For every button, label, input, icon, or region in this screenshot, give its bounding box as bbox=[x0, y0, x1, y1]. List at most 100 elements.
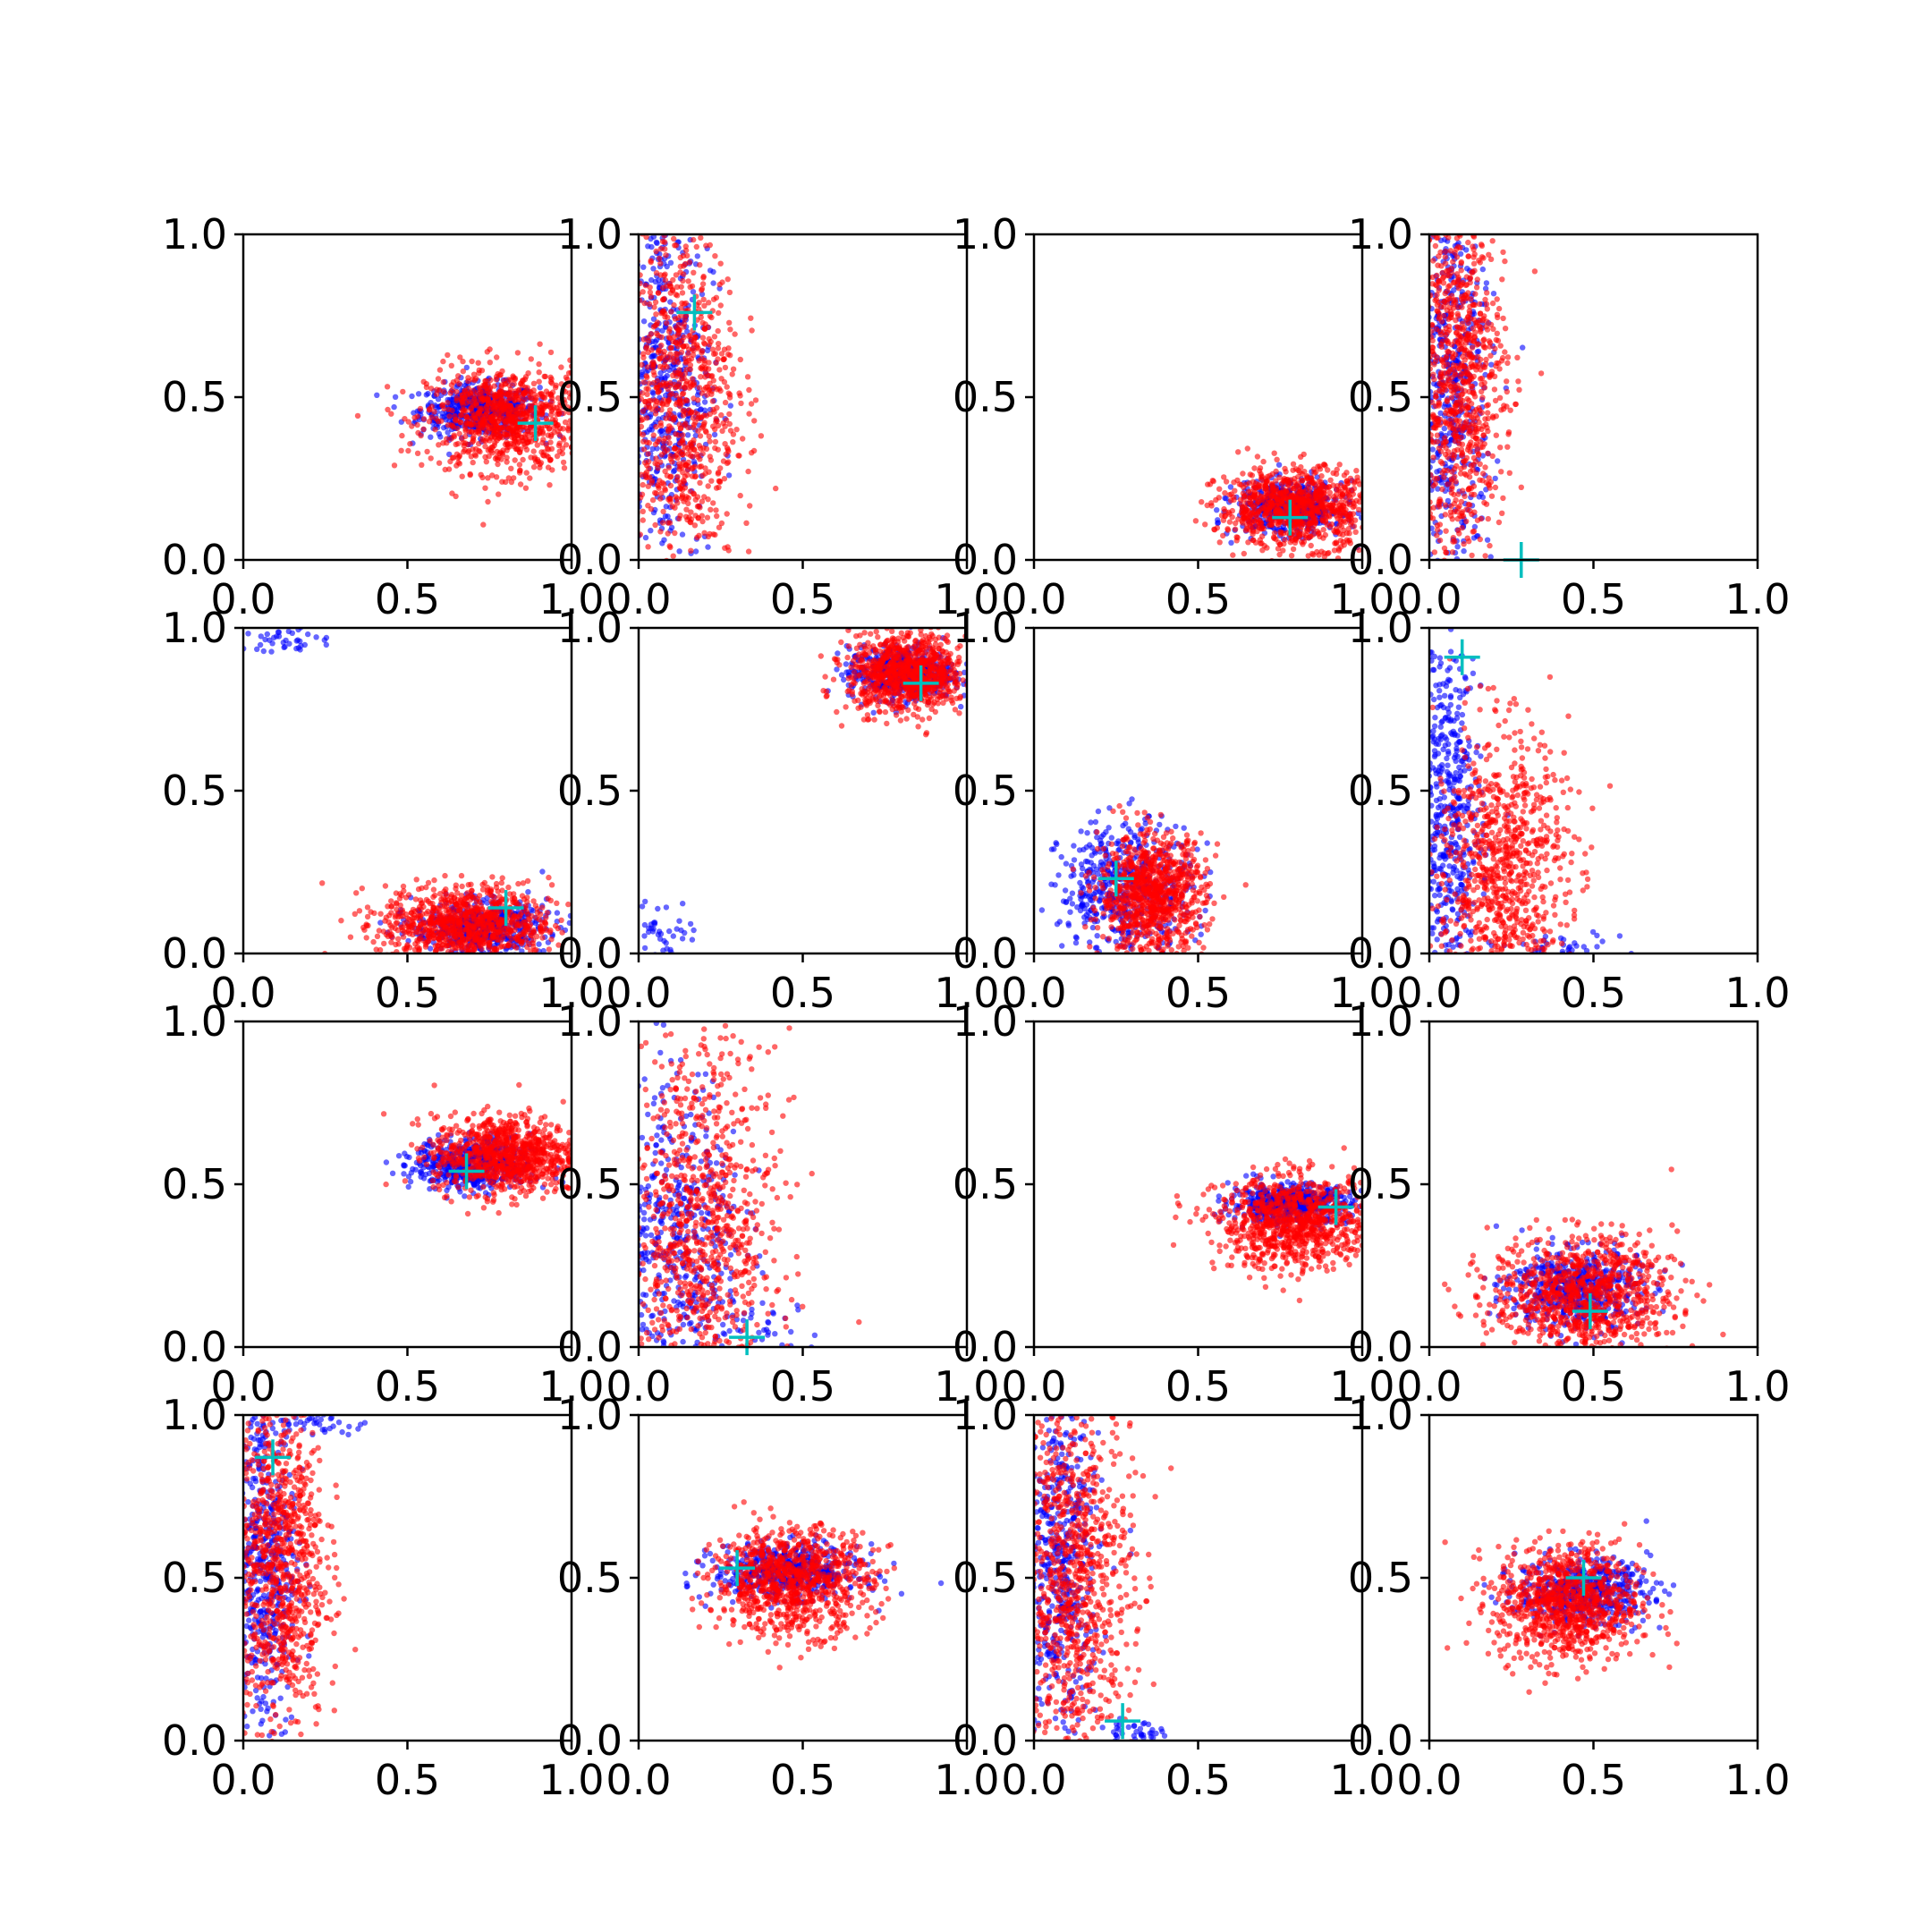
data-point bbox=[655, 290, 662, 296]
data-point bbox=[645, 243, 651, 250]
data-point bbox=[1315, 507, 1321, 514]
data-point bbox=[665, 464, 673, 470]
data-point bbox=[1216, 495, 1223, 501]
data-point bbox=[385, 406, 391, 413]
data-point bbox=[749, 327, 755, 334]
data-point bbox=[666, 520, 674, 526]
data-point bbox=[701, 357, 708, 364]
data-point bbox=[695, 401, 701, 408]
data-point bbox=[1315, 530, 1322, 538]
x-tick-label: 0.5 bbox=[375, 575, 440, 623]
data-point bbox=[640, 481, 646, 488]
data-point bbox=[652, 460, 658, 467]
data-point bbox=[699, 472, 706, 479]
data-point bbox=[642, 398, 648, 405]
data-point bbox=[463, 364, 470, 371]
data-point bbox=[670, 553, 676, 559]
data-point bbox=[688, 516, 695, 522]
data-point bbox=[662, 277, 669, 284]
data-point bbox=[479, 368, 486, 374]
data-point bbox=[484, 436, 490, 442]
data-point bbox=[1282, 465, 1288, 472]
data-point bbox=[713, 360, 719, 367]
data-point bbox=[1192, 518, 1199, 524]
data-point bbox=[1345, 526, 1352, 532]
data-point bbox=[1337, 504, 1344, 511]
data-point bbox=[673, 339, 679, 345]
data-point bbox=[1272, 507, 1279, 513]
data-point bbox=[1291, 522, 1297, 529]
data-point bbox=[1318, 473, 1325, 479]
data-point bbox=[724, 384, 730, 390]
data-point bbox=[1304, 475, 1310, 482]
data-point bbox=[1343, 511, 1350, 517]
data-point bbox=[730, 439, 736, 445]
data-point bbox=[1222, 513, 1229, 519]
data-point bbox=[1301, 507, 1307, 513]
data-point bbox=[449, 422, 456, 429]
x-tick-label: 1.0 bbox=[538, 575, 604, 623]
data-point bbox=[682, 355, 689, 361]
data-point bbox=[527, 425, 533, 431]
data-point bbox=[670, 468, 677, 475]
data-point bbox=[707, 380, 713, 386]
data-point bbox=[692, 548, 699, 555]
data-point bbox=[1255, 498, 1261, 504]
data-point bbox=[651, 304, 657, 310]
data-point bbox=[643, 373, 649, 379]
data-point bbox=[683, 506, 690, 513]
data-point bbox=[682, 385, 688, 391]
data-point bbox=[711, 334, 718, 340]
data-point bbox=[523, 412, 530, 419]
data-point bbox=[733, 427, 740, 433]
data-point bbox=[557, 425, 564, 431]
data-point bbox=[484, 349, 490, 355]
data-point bbox=[566, 423, 572, 429]
data-point bbox=[721, 378, 728, 386]
data-point bbox=[492, 439, 498, 446]
data-point bbox=[354, 412, 361, 419]
data-point bbox=[536, 369, 542, 376]
data-point bbox=[647, 284, 653, 291]
data-point bbox=[704, 347, 711, 354]
data-point bbox=[645, 386, 651, 393]
data-point bbox=[640, 408, 647, 414]
data-point bbox=[748, 401, 755, 407]
data-point bbox=[650, 432, 657, 438]
data-point bbox=[665, 530, 671, 537]
data-point bbox=[1269, 499, 1275, 506]
data-point bbox=[1233, 520, 1239, 527]
data-point bbox=[1245, 539, 1251, 546]
data-point bbox=[684, 432, 691, 438]
data-point bbox=[730, 366, 737, 372]
data-point bbox=[1318, 503, 1325, 510]
data-point bbox=[684, 328, 691, 335]
data-point bbox=[1293, 530, 1300, 536]
data-point bbox=[554, 453, 561, 460]
data-point bbox=[1327, 504, 1334, 512]
data-point bbox=[565, 409, 572, 416]
data-point bbox=[423, 384, 430, 391]
data-point bbox=[1295, 474, 1301, 480]
data-point bbox=[504, 434, 510, 440]
data-point bbox=[1332, 529, 1338, 536]
data-point bbox=[462, 408, 469, 414]
data-point bbox=[648, 276, 655, 284]
y-tick-label: 0.0 bbox=[162, 536, 227, 584]
data-point bbox=[653, 423, 659, 430]
data-point bbox=[695, 397, 701, 403]
data-point bbox=[520, 456, 526, 463]
data-point bbox=[1500, 249, 1506, 256]
data-point bbox=[702, 374, 708, 380]
data-point bbox=[1207, 481, 1214, 487]
data-point bbox=[700, 296, 707, 303]
data-point bbox=[696, 443, 702, 449]
data-point bbox=[682, 247, 690, 254]
data-point bbox=[645, 349, 651, 355]
data-point bbox=[640, 318, 648, 325]
data-point bbox=[494, 394, 500, 400]
data-point bbox=[690, 464, 696, 470]
data-point bbox=[677, 263, 683, 270]
data-point bbox=[538, 425, 545, 431]
data-point bbox=[536, 378, 542, 385]
